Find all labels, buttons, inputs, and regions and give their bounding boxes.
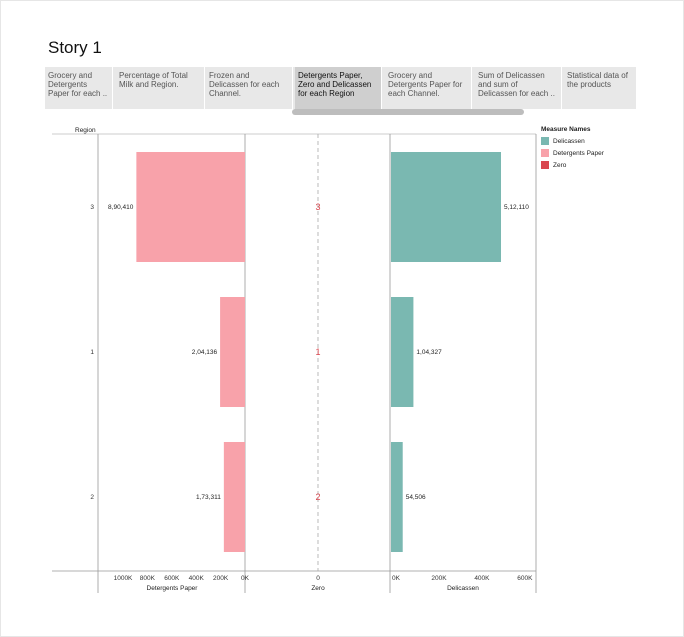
legend: Measure Names Delicassen Detergents Pape… (541, 126, 604, 171)
x-tick-detergents-paper-2: 600K (164, 575, 180, 582)
tab-scrollbar[interactable] (292, 109, 524, 115)
x-tick-detergents-paper-1: 800K (140, 575, 156, 582)
data-labels: 3 1 2 8,90,410 2,04,136 1,73,311 3 1 2 5,12,110 1,… (90, 202, 529, 502)
category-label-region-2: 2 (90, 494, 94, 501)
data-label-detergents-paper-region-2: 1,73,311 (196, 494, 221, 501)
bars (136, 134, 502, 571)
data-label-delicassen-region-2: 54,506 (406, 494, 426, 501)
data-label-detergents-paper-region-1: 2,04,136 (192, 349, 218, 356)
story-tabs: Grocery and Detergents Paper for each ..… (45, 67, 637, 109)
story-tab-1[interactable]: Grocery and Detergents Paper for each .. (45, 67, 113, 109)
x-axis-title-zero: Zero (311, 585, 325, 592)
data-label-detergents-paper-region-3: 8,90,410 (108, 204, 134, 211)
category-label-region-1: 1 (90, 349, 94, 356)
story-tab-7[interactable]: Statistical data of the products (564, 67, 637, 109)
legend-item-delicassen[interactable]: Delicassen (541, 135, 604, 147)
x-tick-delicassen-2: 400K (474, 575, 490, 582)
story-tab-3[interactable]: Frozen and Delicassen for each Channel. (206, 67, 293, 109)
story-title: Story 1 (48, 38, 102, 57)
data-label-zero-region-1: 1 (315, 347, 320, 357)
bar-delicassen-region-1 (391, 297, 414, 407)
legend-item-detergents-paper[interactable]: Detergents Paper (541, 147, 604, 159)
x-tick-detergents-paper-5: 0K (241, 575, 250, 582)
story-tab-6[interactable]: Sum of Delicassen and sum of Delicassen … (475, 67, 562, 109)
legend-item-zero[interactable]: Zero (541, 159, 604, 171)
x-tick-delicassen-0: 0K (392, 575, 401, 582)
x-tick-delicassen-1: 200K (431, 575, 447, 582)
x-tick-detergents-paper-3: 400K (189, 575, 205, 582)
legend-label-detergents-paper: Detergents Paper (553, 149, 604, 157)
data-label-delicassen-region-1: 1,04,327 (416, 349, 442, 356)
row-header-label: Region (75, 127, 96, 134)
legend-swatch-delicassen (541, 137, 549, 145)
story-tab-2[interactable]: Percentage of Total Milk and Region. (116, 67, 205, 109)
legend-swatch-zero (541, 161, 549, 169)
bar-delicassen-region-2 (391, 442, 403, 552)
data-label-zero-region-2: 2 (315, 492, 320, 502)
x-tick-detergents-paper-4: 200K (213, 575, 229, 582)
x-tick-zero-0: 0 (316, 575, 320, 582)
axes: 1000K 800K 600K 400K 200K 0K Detergents Paper 0… (114, 575, 534, 592)
data-label-delicassen-region-3: 5,12,110 (504, 204, 529, 211)
bar-detergents-paper-region-1 (220, 297, 245, 407)
bar-detergents-paper-region-2 (223, 442, 245, 552)
legend-swatch-detergents-paper (541, 149, 549, 157)
legend-title: Measure Names (541, 126, 591, 133)
x-axis-title-delicassen: Delicassen (447, 585, 479, 592)
bar-detergents-paper-region-3 (136, 152, 245, 262)
category-label-region-3: 3 (90, 204, 94, 211)
x-tick-detergents-paper-0: 1000K (114, 575, 133, 582)
legend-label-zero: Zero (553, 161, 567, 169)
story-tab-4[interactable]: Detergents Paper, Zero and Delicassen fo… (295, 67, 382, 109)
bar-delicassen-region-3 (391, 152, 502, 262)
x-axis-title-detergents-paper: Detergents Paper (147, 585, 199, 592)
story-tab-5[interactable]: Grocery and Detergents Paper for each Ch… (385, 67, 472, 109)
x-tick-delicassen-3: 600K (517, 575, 533, 582)
legend-label-delicassen: Delicassen (553, 137, 585, 145)
data-label-zero-region-3: 3 (315, 202, 320, 212)
